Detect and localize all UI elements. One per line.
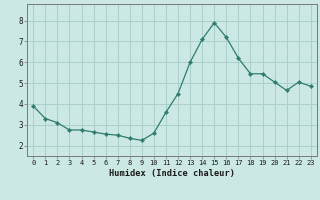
X-axis label: Humidex (Indice chaleur): Humidex (Indice chaleur) (109, 169, 235, 178)
